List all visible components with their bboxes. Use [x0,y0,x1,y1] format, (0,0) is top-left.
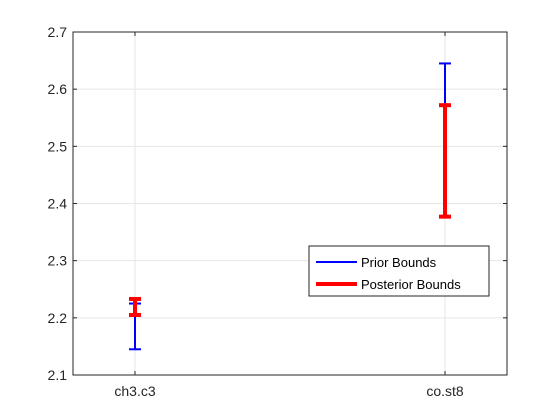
y-tick-label: 2.3 [48,253,68,269]
x-tick-label: ch3.c3 [114,383,155,399]
y-tick-label: 2.4 [48,196,68,212]
y-tick-label: 2.6 [48,81,68,97]
x-tick-label: co.st8 [426,383,464,399]
y-tick-label: 2.2 [48,310,68,326]
y-tick-label: 2.7 [48,24,68,40]
legend-label: Prior Bounds [361,255,437,270]
legend-label: Posterior Bounds [361,277,461,292]
y-tick-label: 2.1 [48,367,68,383]
legend: Prior Bounds Posterior Bounds [309,246,489,296]
y-tick-label: 2.5 [48,138,68,154]
